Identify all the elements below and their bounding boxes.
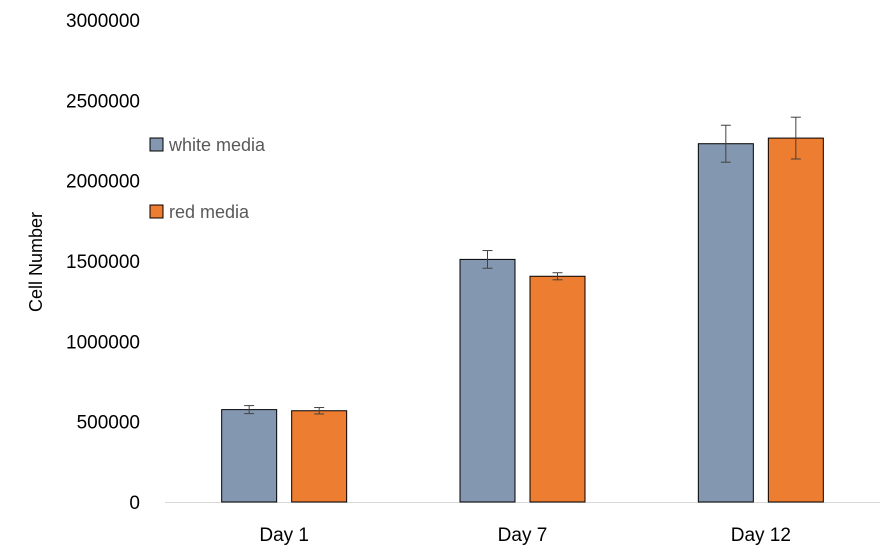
- legend-item: red media: [149, 202, 250, 222]
- legend-swatch: [149, 204, 164, 219]
- bar-red-media-day-12: [767, 137, 824, 503]
- error-bars: [244, 116, 801, 415]
- bar-white-media-day-1: [221, 409, 278, 503]
- legend: white media red media: [149, 135, 266, 222]
- legend-label: red media: [169, 202, 250, 222]
- error-bar: [790, 116, 801, 160]
- y-tick-label: 0: [129, 493, 140, 514]
- y-tick-label: 1000000: [66, 332, 140, 353]
- y-axis-title: Cell Number: [26, 212, 46, 312]
- bar-red-media-day-1: [291, 410, 348, 503]
- x-category-label: Day 7: [498, 525, 548, 546]
- legend-item: white media: [149, 135, 266, 155]
- x-category-label: Day 1: [259, 525, 309, 546]
- y-tick-label: 500000: [77, 413, 140, 434]
- error-bar: [482, 250, 493, 269]
- error-bar: [552, 272, 563, 281]
- error-bar: [720, 124, 731, 163]
- bars: [221, 137, 824, 503]
- error-bar: [244, 405, 255, 415]
- x-axis-category-labels: Day 1 Day 7 Day 12: [259, 525, 791, 546]
- y-axis-tick-labels: 0 500000 1000000 1500000 2000000 2500000 30000…: [66, 11, 140, 514]
- bar-red-media-day-7: [529, 275, 586, 503]
- error-bar: [314, 407, 325, 415]
- x-category-label: Day 12: [731, 525, 791, 546]
- y-tick-label: 1500000: [66, 252, 140, 273]
- bar-white-media-day-7: [459, 258, 516, 503]
- y-tick-label: 2500000: [66, 91, 140, 112]
- bar-white-media-day-12: [697, 143, 754, 503]
- legend-swatch: [149, 137, 164, 152]
- y-tick-label: 3000000: [66, 11, 140, 32]
- y-tick-label: 2000000: [66, 172, 140, 193]
- legend-label: white media: [168, 135, 266, 155]
